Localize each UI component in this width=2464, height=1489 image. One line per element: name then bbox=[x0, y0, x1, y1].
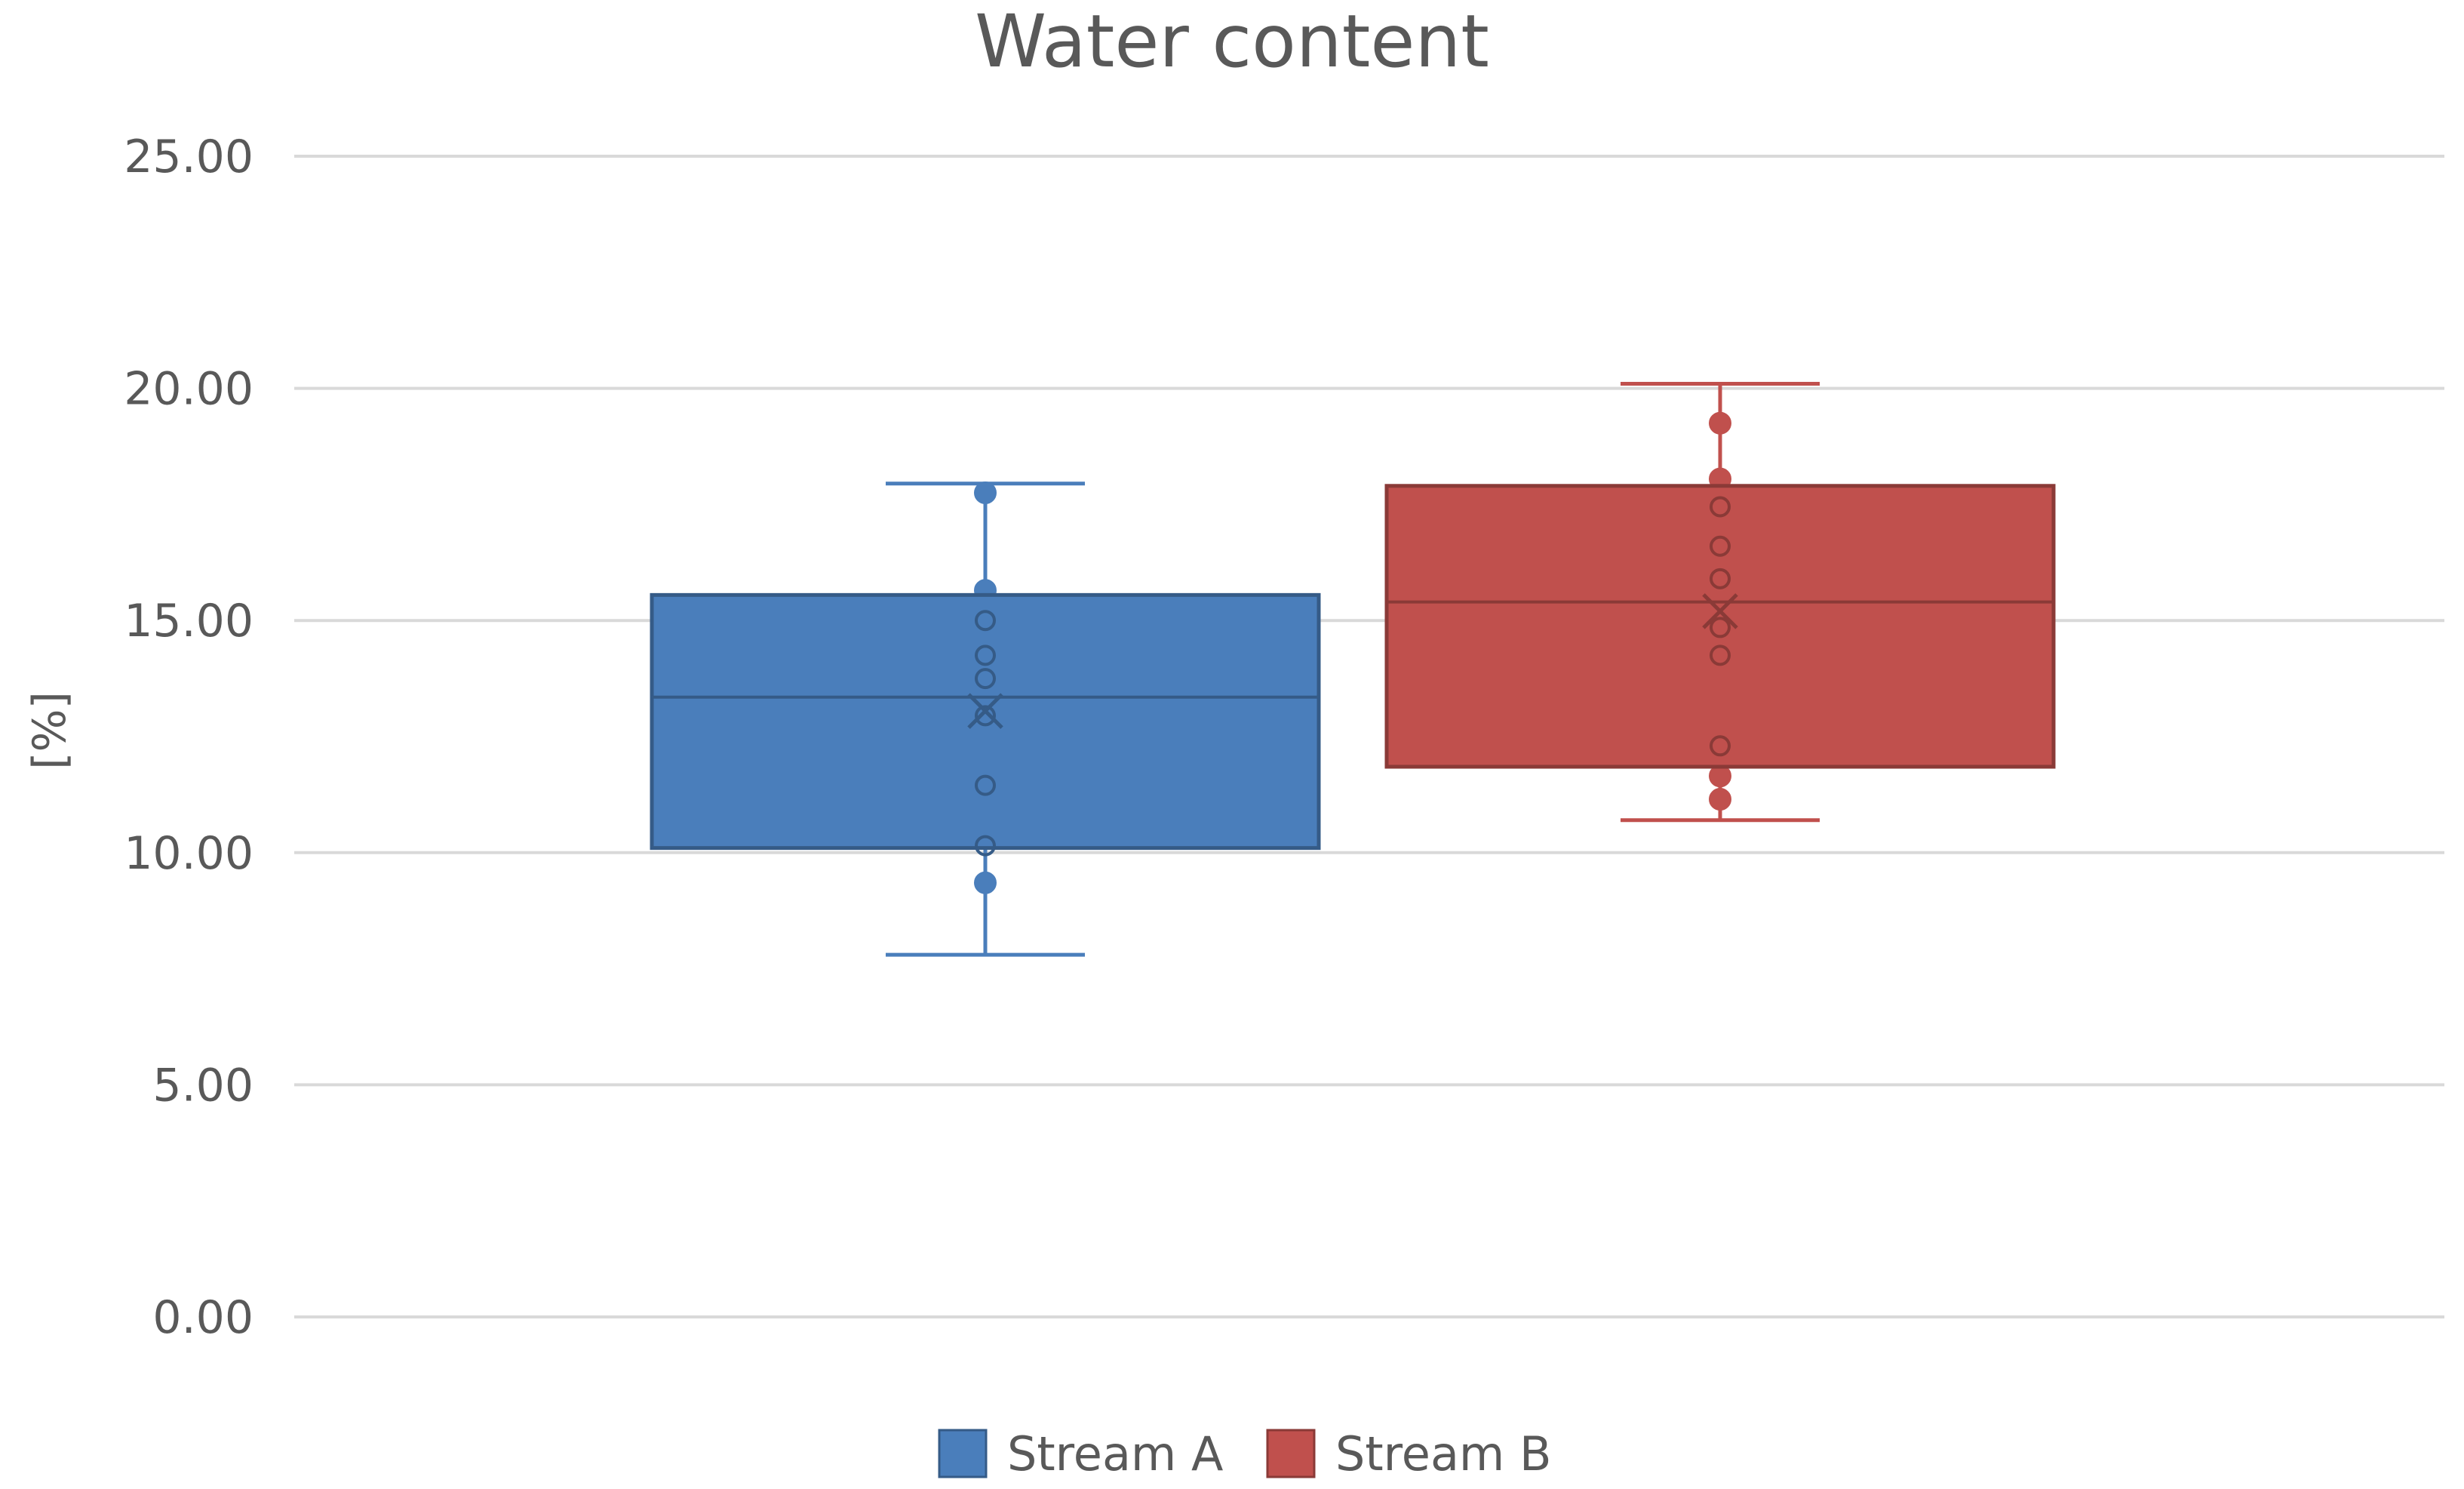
gridlines bbox=[294, 155, 2444, 1318]
legend-item: Stream B bbox=[1266, 1426, 1552, 1481]
legend-swatch bbox=[938, 1429, 988, 1478]
y-tick-label: 25.00 bbox=[124, 131, 253, 183]
data-point bbox=[975, 774, 996, 796]
data-point bbox=[1709, 411, 1731, 435]
data-point bbox=[975, 668, 996, 690]
data-point bbox=[975, 645, 996, 666]
data-point bbox=[1710, 645, 1731, 666]
legend: Stream A Stream B bbox=[938, 1426, 1552, 1481]
data-point bbox=[1710, 535, 1731, 557]
data-point bbox=[1710, 735, 1731, 757]
data-point bbox=[974, 481, 997, 505]
box-rect bbox=[650, 592, 1321, 851]
data-point bbox=[975, 835, 996, 857]
data-point bbox=[1710, 617, 1731, 638]
chart-title: Water content bbox=[975, 0, 1489, 84]
mean-marker bbox=[1702, 593, 1738, 629]
data-point bbox=[974, 871, 997, 894]
data-point bbox=[1710, 496, 1731, 518]
legend-swatch bbox=[1266, 1429, 1316, 1478]
box-series-2 bbox=[1384, 381, 2056, 823]
data-point bbox=[975, 610, 996, 632]
legend-item: Stream A bbox=[938, 1426, 1223, 1481]
box-series-1 bbox=[650, 481, 1321, 957]
y-tick-label: 10.00 bbox=[124, 827, 253, 880]
y-tick-label: 0.00 bbox=[152, 1291, 253, 1344]
y-tick-label: 15.00 bbox=[124, 595, 253, 648]
box-rect bbox=[1384, 484, 2056, 769]
legend-label: Stream A bbox=[1007, 1426, 1223, 1481]
y-axis-ticks: 0.00 5.00 10.00 15.00 20.00 25.00 bbox=[124, 131, 253, 1344]
y-tick-label: 20.00 bbox=[124, 363, 253, 416]
data-point bbox=[1710, 568, 1731, 589]
boxes bbox=[650, 381, 2056, 957]
mean-marker bbox=[967, 693, 1003, 729]
y-axis-label: [%] bbox=[23, 691, 76, 770]
data-point bbox=[1709, 764, 1731, 788]
y-tick-label: 5.00 bbox=[152, 1059, 253, 1112]
data-point bbox=[975, 705, 996, 727]
data-point bbox=[1709, 788, 1731, 811]
legend-label: Stream B bbox=[1335, 1426, 1552, 1481]
